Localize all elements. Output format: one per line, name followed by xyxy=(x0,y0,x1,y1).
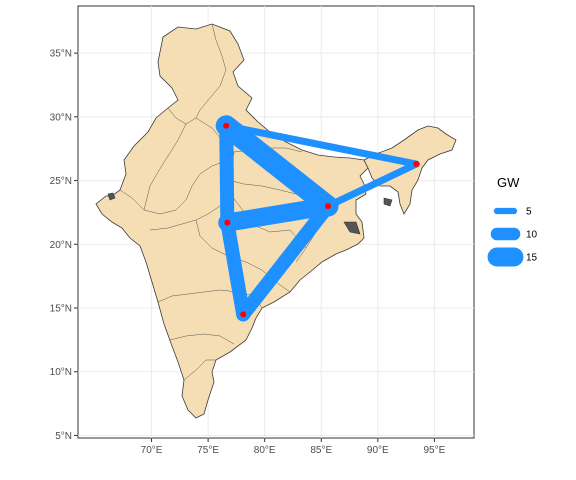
y-tick-label: 35°N xyxy=(50,49,72,60)
flow-line-6 xyxy=(324,160,420,210)
legend-label-5: 5 xyxy=(526,207,532,218)
node-point-0 xyxy=(223,122,230,129)
x-tick-label: 85°E xyxy=(310,445,332,456)
node-point-3 xyxy=(240,311,247,318)
x-axis-ticks: 70°E 75°E 80°E 85°E 90°E 95°E xyxy=(141,438,446,456)
x-tick-label: 75°E xyxy=(197,445,219,456)
node-point-1 xyxy=(325,203,332,210)
node-point-4 xyxy=(413,161,420,168)
y-tick-label: 25°N xyxy=(50,176,72,187)
node-point-2 xyxy=(224,219,231,226)
x-tick-label: 90°E xyxy=(367,445,389,456)
legend-label-15: 15 xyxy=(526,253,538,264)
flow-line-5 xyxy=(222,122,420,168)
flow-line-4 xyxy=(236,199,336,322)
flow-line-3 xyxy=(220,215,251,322)
coastal-detail xyxy=(107,192,393,235)
legend: GW 5 10 15 xyxy=(487,175,538,267)
flow-line-2 xyxy=(219,118,235,230)
flow-line-1 xyxy=(218,196,338,232)
flow-line-0 xyxy=(215,115,339,217)
x-tick-label: 80°E xyxy=(254,445,276,456)
legend-label-10: 10 xyxy=(526,230,538,241)
flow-nodes xyxy=(223,122,420,318)
x-tick-label: 95°E xyxy=(424,445,446,456)
flow-lines xyxy=(215,115,420,322)
x-tick-label: 70°E xyxy=(141,445,163,456)
y-tick-label: 30°N xyxy=(50,112,72,123)
y-tick-label: 15°N xyxy=(50,304,72,315)
y-tick-label: 5°N xyxy=(55,431,72,442)
y-axis-ticks: 5°N 10°N 15°N 20°N 25°N 30°N 35°N xyxy=(50,49,78,442)
y-tick-label: 20°N xyxy=(50,240,72,251)
legend-title: GW xyxy=(497,175,520,190)
y-tick-label: 10°N xyxy=(50,367,72,378)
